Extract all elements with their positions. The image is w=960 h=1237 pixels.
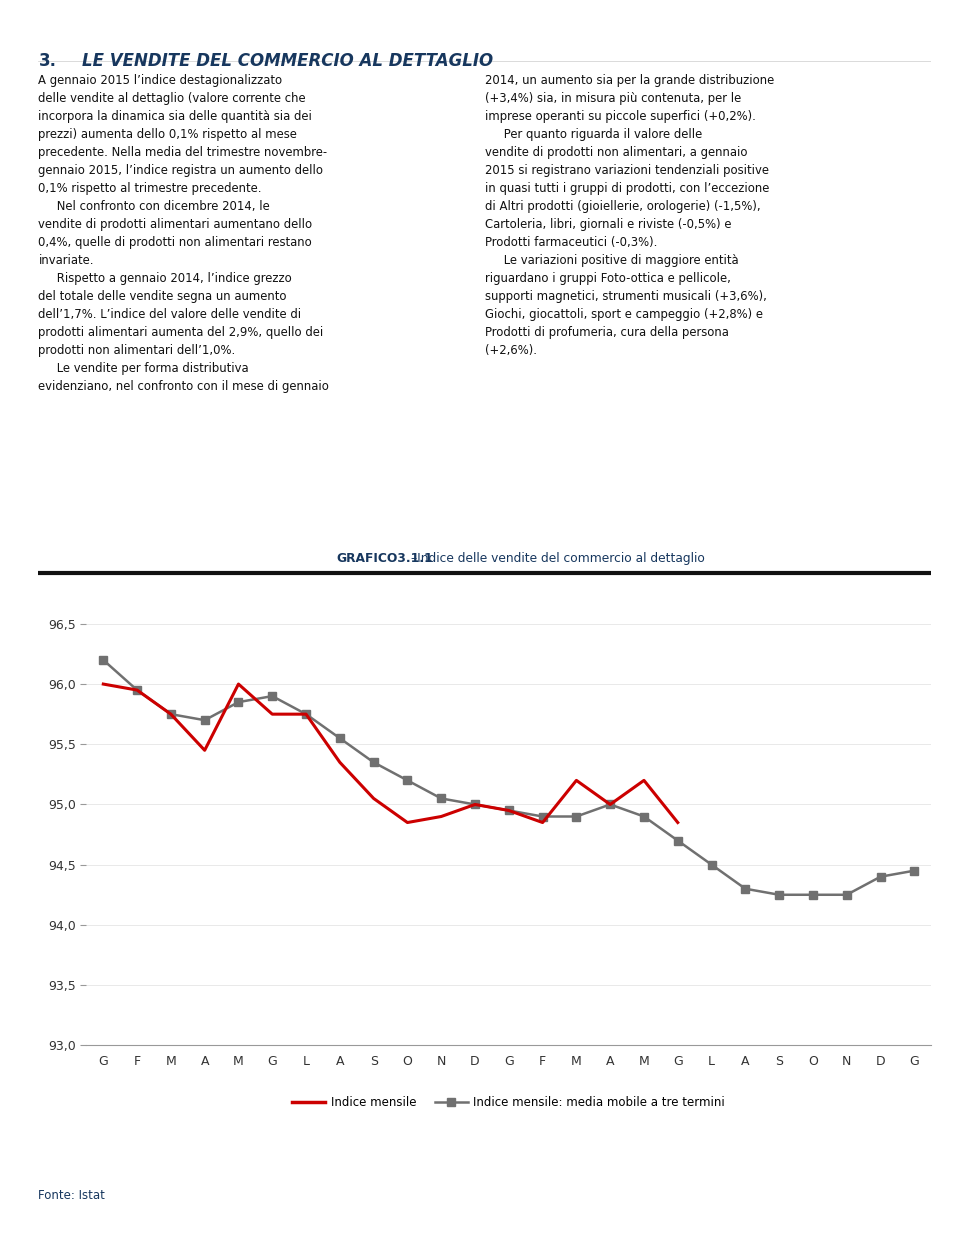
Indice mensile (232, 677, 244, 691)
Text: LE VENDITE DEL COMMERCIO AL DETTAGLIO: LE VENDITE DEL COMMERCIO AL DETTAGLIO (82, 52, 492, 71)
Indice mensile (368, 790, 379, 805)
Indice mensile (570, 773, 582, 788)
Text: 3.: 3. (38, 52, 57, 71)
Legend: Indice mensile, Indice mensile: media mobile a tre termini: Indice mensile, Indice mensile: media mo… (293, 1096, 725, 1110)
Indice mensile: media mobile a tre termini: (8, 95.3): media mobile a tre termini: (8, 95.3) (368, 755, 379, 769)
Indice mensile: media mobile a tre termini: (11, 95): media mobile a tre termini: (11, 95) (469, 797, 481, 811)
Indice mensile (672, 815, 684, 830)
Indice mensile (267, 706, 278, 721)
Indice mensile (605, 797, 616, 811)
Indice mensile: media mobile a tre termini: (18, 94.5): media mobile a tre termini: (18, 94.5) (706, 857, 717, 872)
Indice mensile: media mobile a tre termini: (21, 94.2): media mobile a tre termini: (21, 94.2) (807, 887, 819, 902)
Indice mensile: media mobile a tre termini: (7, 95.5): media mobile a tre termini: (7, 95.5) (334, 731, 346, 746)
Indice mensile: media mobile a tre termini: (17, 94.7): media mobile a tre termini: (17, 94.7) (672, 834, 684, 849)
Indice mensile (503, 803, 515, 818)
Indice mensile (469, 797, 481, 811)
Indice mensile (165, 706, 177, 721)
Indice mensile (401, 815, 413, 830)
Indice mensile (132, 683, 143, 698)
Indice mensile: media mobile a tre termini: (24, 94.5): media mobile a tre termini: (24, 94.5) (908, 863, 920, 878)
Indice mensile: media mobile a tre termini: (4, 95.8): media mobile a tre termini: (4, 95.8) (232, 695, 244, 710)
Line: Indice mensile: media mobile a tre termini: Indice mensile: media mobile a tre termi… (99, 656, 919, 899)
Indice mensile: media mobile a tre termini: (16, 94.9): media mobile a tre termini: (16, 94.9) (638, 809, 650, 824)
Text: A gennaio 2015 l’indice destagionalizzato
delle vendite al dettaglio (valore cor: A gennaio 2015 l’indice destagionalizzat… (38, 74, 329, 393)
Indice mensile: media mobile a tre termini: (20, 94.2): media mobile a tre termini: (20, 94.2) (774, 887, 785, 902)
Text: –Indice delle vendite del commercio al dettaglio: –Indice delle vendite del commercio al d… (411, 552, 705, 565)
Indice mensile: media mobile a tre termini: (3, 95.7): media mobile a tre termini: (3, 95.7) (199, 713, 210, 727)
Indice mensile (537, 815, 548, 830)
Indice mensile (334, 755, 346, 769)
Indice mensile: media mobile a tre termini: (19, 94.3): media mobile a tre termini: (19, 94.3) (739, 881, 751, 896)
Indice mensile: media mobile a tre termini: (12, 95): media mobile a tre termini: (12, 95) (503, 803, 515, 818)
Text: 2014, un aumento sia per la grande distribuzione
(+3,4%) sia, in misura più cont: 2014, un aumento sia per la grande distr… (485, 74, 774, 357)
Indice mensile: media mobile a tre termini: (14, 94.9): media mobile a tre termini: (14, 94.9) (570, 809, 582, 824)
Text: Fonte: Istat: Fonte: Istat (38, 1189, 106, 1202)
Indice mensile: media mobile a tre termini: (22, 94.2): media mobile a tre termini: (22, 94.2) (841, 887, 852, 902)
Indice mensile: media mobile a tre termini: (2, 95.8): media mobile a tre termini: (2, 95.8) (165, 706, 177, 721)
Indice mensile (199, 743, 210, 758)
Line: Indice mensile: Indice mensile (104, 684, 678, 823)
Indice mensile: media mobile a tre termini: (10, 95): media mobile a tre termini: (10, 95) (436, 790, 447, 805)
Indice mensile: media mobile a tre termini: (5, 95.9): media mobile a tre termini: (5, 95.9) (267, 689, 278, 704)
Indice mensile (436, 809, 447, 824)
Indice mensile: media mobile a tre termini: (0, 96.2): media mobile a tre termini: (0, 96.2) (98, 653, 109, 668)
Indice mensile (300, 706, 312, 721)
Indice mensile (98, 677, 109, 691)
Indice mensile: media mobile a tre termini: (15, 95): media mobile a tre termini: (15, 95) (605, 797, 616, 811)
Indice mensile: media mobile a tre termini: (13, 94.9): media mobile a tre termini: (13, 94.9) (537, 809, 548, 824)
Indice mensile: media mobile a tre termini: (6, 95.8): media mobile a tre termini: (6, 95.8) (300, 706, 312, 721)
Indice mensile: media mobile a tre termini: (9, 95.2): media mobile a tre termini: (9, 95.2) (401, 773, 413, 788)
Text: GRAFICO3.1.1: GRAFICO3.1.1 (336, 552, 433, 565)
Indice mensile: media mobile a tre termini: (23, 94.4): media mobile a tre termini: (23, 94.4) (875, 870, 886, 884)
Indice mensile (638, 773, 650, 788)
Indice mensile: media mobile a tre termini: (1, 96): media mobile a tre termini: (1, 96) (132, 683, 143, 698)
